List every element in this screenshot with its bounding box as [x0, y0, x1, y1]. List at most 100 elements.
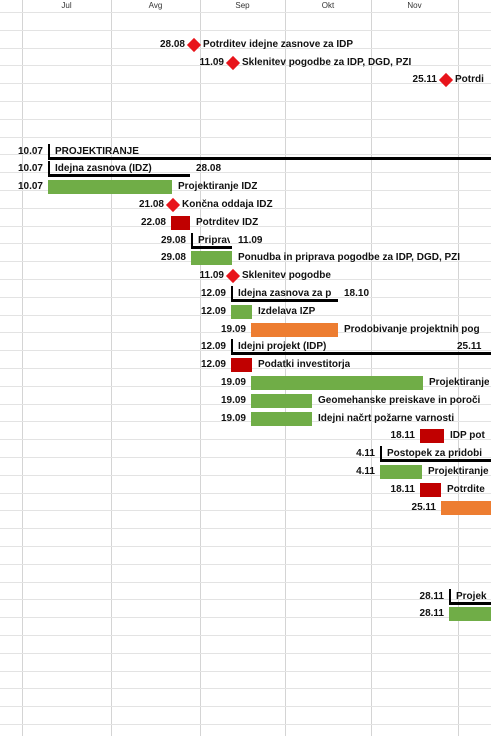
task-label: PROJEKTIRANJE [55, 146, 139, 157]
start-date-label: 4.11 [356, 448, 375, 459]
task-bar-task[interactable] [48, 180, 172, 194]
end-date-label: 25.11 [457, 341, 482, 352]
gantt-row-task: 19.09 Geomehanske preiskave in poroči [0, 392, 491, 410]
month-label-nov: Nov [407, 1, 422, 10]
task-label: Potrditev IDZ [196, 217, 259, 228]
summary-bracket[interactable] [231, 286, 338, 302]
task-label: Izdelava IZP [258, 306, 316, 317]
gantt-row-summary: 4.11 Postopek za pridobi [0, 445, 491, 463]
task-label: Sklenitev pogodbe [242, 270, 331, 281]
task-label: IDP pot [450, 430, 485, 441]
start-date-label: 28.11 [419, 591, 444, 602]
row-gridline [0, 154, 491, 155]
gantt-row-task: 12.09 Izdelava IZP [0, 303, 491, 321]
task-label: Priprav [198, 235, 230, 246]
summary-bracket[interactable] [380, 446, 491, 462]
task-bar-critical[interactable] [171, 216, 190, 230]
start-date-label: 19.09 [220, 395, 246, 406]
summary-bracket[interactable] [449, 589, 491, 605]
task-bar-pending[interactable] [441, 501, 491, 515]
row-gridline [0, 386, 491, 387]
row-gridline [0, 350, 491, 351]
row-gridline [0, 137, 491, 138]
task-label: Idejna zasnova (IDZ) [55, 163, 152, 174]
summary-bracket[interactable] [191, 233, 232, 249]
start-date-label: 29.08 [160, 252, 186, 263]
task-label: Geomehanske preiskave in poroči [318, 395, 481, 406]
task-bar-critical[interactable] [420, 483, 441, 497]
gantt-row-summary: 10.07 PROJEKTIRANJE [0, 143, 491, 161]
start-date-label: 22.08 [140, 217, 166, 228]
gantt-row-milestone: 11.09 Sklenitev pogodbe [0, 267, 491, 285]
gantt-row-milestone: 28.08 Potrditev idejne zasnove za IDP [0, 36, 491, 54]
gantt-row-milestone: 21.08 Končna oddaja IDZ [0, 196, 491, 214]
row-gridline [0, 528, 491, 529]
gantt-row-critical: 18.11 IDP pot [0, 427, 491, 445]
task-bar-task[interactable] [449, 607, 491, 621]
row-gridline [0, 724, 491, 725]
row-gridline [0, 457, 491, 458]
gantt-row-summary: 28.11 Projek [0, 588, 491, 606]
milestone-diamond-icon[interactable] [438, 72, 454, 88]
milestone-diamond-icon[interactable] [225, 268, 241, 284]
start-date-label: 28.08 [159, 39, 185, 50]
row-gridline [0, 546, 491, 547]
gantt-row-summary: 10.07 Idejna zasnova (IDZ) 28.08 [0, 160, 491, 178]
task-bar-critical[interactable] [420, 429, 444, 443]
row-gridline [0, 475, 491, 476]
gantt-row-critical: 18.11 Potrdite [0, 481, 491, 499]
task-label: Potrdite [447, 484, 485, 495]
task-label: Projektiranje IDZ [178, 181, 258, 192]
row-gridline [0, 243, 491, 244]
start-date-label: 18.11 [390, 484, 415, 495]
row-gridline [0, 564, 491, 565]
row-gridline [0, 582, 491, 583]
start-date-label: 11.09 [199, 57, 224, 68]
summary-bracket[interactable] [48, 144, 491, 160]
month-label-sep: Sep [235, 1, 250, 10]
row-gridline [0, 208, 491, 209]
start-date-label: 19.09 [220, 324, 246, 335]
task-label: Ponudba in priprava pogodbe za IDP, DGD,… [238, 252, 461, 263]
gantt-row-task: 19.09 Idejni načrt požarne varnosti [0, 410, 491, 428]
task-bar-pending[interactable] [251, 323, 338, 337]
milestone-diamond-icon[interactable] [186, 37, 202, 53]
start-date-label: 12.09 [200, 288, 226, 299]
task-bar-task[interactable] [191, 251, 232, 265]
row-gridline [0, 172, 491, 173]
task-label: Potrdi [455, 74, 484, 85]
summary-bracket[interactable] [231, 339, 491, 355]
row-gridline [0, 30, 491, 31]
gantt-row-pending: 25.11 [0, 499, 491, 517]
task-bar-task[interactable] [251, 394, 312, 408]
end-date-label: 11.09 [238, 235, 263, 246]
task-bar-task[interactable] [231, 305, 252, 319]
row-gridline [0, 439, 491, 440]
task-bar-critical[interactable] [231, 358, 252, 372]
start-date-label: 21.08 [138, 199, 164, 210]
start-date-label: 28.11 [419, 608, 444, 619]
start-date-label: 12.09 [200, 306, 226, 317]
task-bar-task[interactable] [380, 465, 422, 479]
task-bar-task[interactable] [251, 376, 423, 390]
gantt-row-task: 19.09 Projektiranje [0, 374, 491, 392]
gantt-row-summary: 12.09 Idejni projekt (IDP) 25.11 [0, 338, 491, 356]
row-gridline [0, 706, 491, 707]
gantt-row-pending: 19.09 Prodobivanje projektnih pog [0, 321, 491, 339]
row-gridline [0, 119, 491, 120]
row-gridline [0, 297, 491, 298]
start-date-label: 12.09 [200, 359, 226, 370]
task-label: Podatki investitorja [258, 359, 351, 370]
summary-bracket[interactable] [48, 161, 190, 177]
task-bar-task[interactable] [251, 412, 312, 426]
start-date-label: 19.09 [220, 413, 246, 424]
gantt-row-task: 28.11 [0, 605, 491, 623]
milestone-diamond-icon[interactable] [225, 55, 241, 71]
row-gridline [0, 101, 491, 102]
row-gridline [0, 65, 491, 66]
start-date-label: 12.09 [200, 341, 226, 352]
row-gridline [0, 599, 491, 600]
milestone-diamond-icon[interactable] [165, 197, 181, 213]
row-gridline [0, 635, 491, 636]
